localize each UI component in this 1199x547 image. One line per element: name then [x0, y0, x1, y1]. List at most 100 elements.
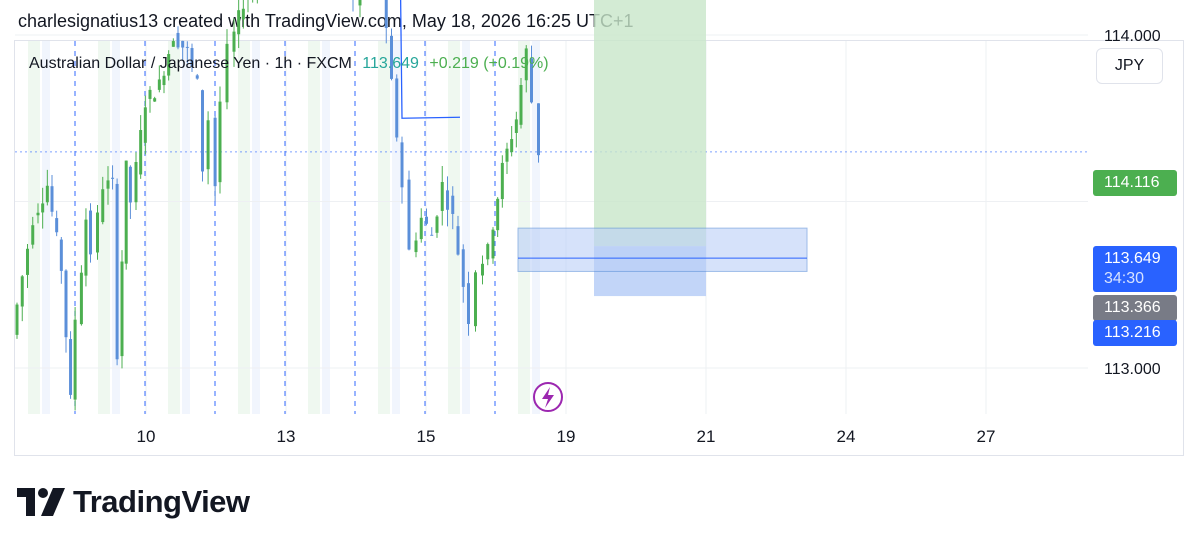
candle-body [232, 31, 236, 52]
candle-body [106, 180, 110, 189]
candle-body [73, 319, 77, 400]
session-band [98, 41, 110, 414]
candle-body [390, 35, 393, 79]
session-band [42, 41, 50, 414]
support-zone [517, 227, 808, 272]
session-band [378, 41, 390, 414]
candle-body [537, 103, 540, 156]
symbol-title[interactable]: Australian Dollar / Japanese Yen · 1h · … [29, 55, 352, 72]
candle-body [55, 218, 59, 233]
candle-body [407, 179, 411, 250]
candle-body [41, 203, 45, 213]
candle-body [414, 240, 418, 253]
candle-body [190, 48, 194, 66]
session-band [518, 41, 530, 414]
last-price: 113.649 [362, 55, 419, 72]
lightning-bolt [542, 387, 554, 408]
y-tick-label: 114.000 [1104, 28, 1161, 45]
candle-body [128, 166, 132, 203]
candle-body [143, 107, 147, 143]
x-tick-label: 24 [837, 427, 856, 446]
price-change: +0.219 (+0.19%) [429, 55, 549, 72]
long-position-target-zone [594, 0, 706, 247]
candle-body [505, 148, 509, 162]
candle-body [79, 272, 83, 325]
entry-price-tag: 113.366 [1093, 295, 1177, 321]
x-tick-label: 27 [977, 427, 996, 446]
candle-body [384, 0, 388, 28]
stop-price-tag: 113.216 [1093, 320, 1177, 346]
candle-body [157, 79, 161, 90]
candle-body [500, 162, 504, 200]
candle-body [241, 8, 245, 20]
lightning-icon[interactable] [533, 382, 563, 412]
session-band [238, 41, 250, 414]
candle-body [206, 120, 210, 170]
candle-body [31, 225, 35, 245]
candle-body [59, 239, 63, 271]
tradingview-logo[interactable]: TradingView [17, 484, 250, 520]
candle-body [26, 248, 29, 275]
candle-body [181, 40, 185, 48]
session-band [182, 41, 190, 414]
candle-body [491, 229, 495, 259]
tradingview-wordmark: TradingView [73, 484, 250, 519]
candle-body [167, 54, 171, 76]
candle-body [69, 339, 73, 395]
candle-body [467, 283, 470, 324]
session-band [532, 41, 540, 414]
candle-body [45, 185, 49, 203]
candle-body [15, 304, 19, 335]
candle-body [20, 276, 24, 307]
session-band [392, 41, 400, 414]
session-band [308, 41, 320, 414]
candle-body [440, 182, 444, 211]
candle-body [115, 183, 119, 360]
candle-body [519, 85, 523, 125]
candle-body [148, 89, 152, 99]
candle-body [435, 216, 439, 233]
range-low-line [399, 0, 461, 119]
candle-body [461, 249, 465, 287]
current-price-value: 113.649 [1104, 250, 1161, 267]
candle-body [124, 160, 128, 264]
x-tick-label: 21 [697, 427, 716, 446]
candle-body [111, 177, 115, 179]
candle-body [89, 210, 92, 255]
candle-body [358, 0, 362, 6]
currency-button[interactable]: JPY [1096, 48, 1163, 84]
candle-body [176, 32, 180, 48]
candle-body [50, 186, 54, 212]
y-tick-label: 113.000 [1104, 361, 1161, 378]
candle-body [225, 43, 229, 103]
candle-body [456, 226, 460, 255]
tradingview-mark-icon [17, 488, 65, 516]
x-tick-label: 19 [557, 427, 576, 446]
candle-body [201, 90, 204, 172]
candle-body [84, 219, 88, 276]
session-band [462, 41, 470, 414]
candle-body [218, 101, 222, 183]
session-band [448, 41, 460, 414]
candle-body [530, 58, 533, 103]
candle-body [64, 270, 68, 338]
candle-body [430, 234, 434, 236]
session-band [252, 41, 260, 414]
candle-body [36, 212, 40, 216]
target-price-tag: 114.116 [1093, 170, 1177, 196]
candle-body [171, 41, 175, 47]
chart-credit: charlesignatius13 created with TradingVi… [18, 11, 634, 31]
bar-countdown: 34:30 [1104, 270, 1145, 287]
candle-body [400, 142, 404, 188]
session-band [168, 41, 180, 414]
candle-body [524, 48, 528, 81]
candle-body [451, 195, 455, 214]
current-price-tag: 113.649 34:30 [1093, 246, 1177, 292]
candle-body [120, 261, 124, 357]
candle-body [486, 244, 490, 260]
candle-body [425, 216, 428, 224]
candle-body [419, 217, 423, 240]
candle-body [446, 190, 449, 210]
x-tick-label: 15 [417, 427, 436, 446]
